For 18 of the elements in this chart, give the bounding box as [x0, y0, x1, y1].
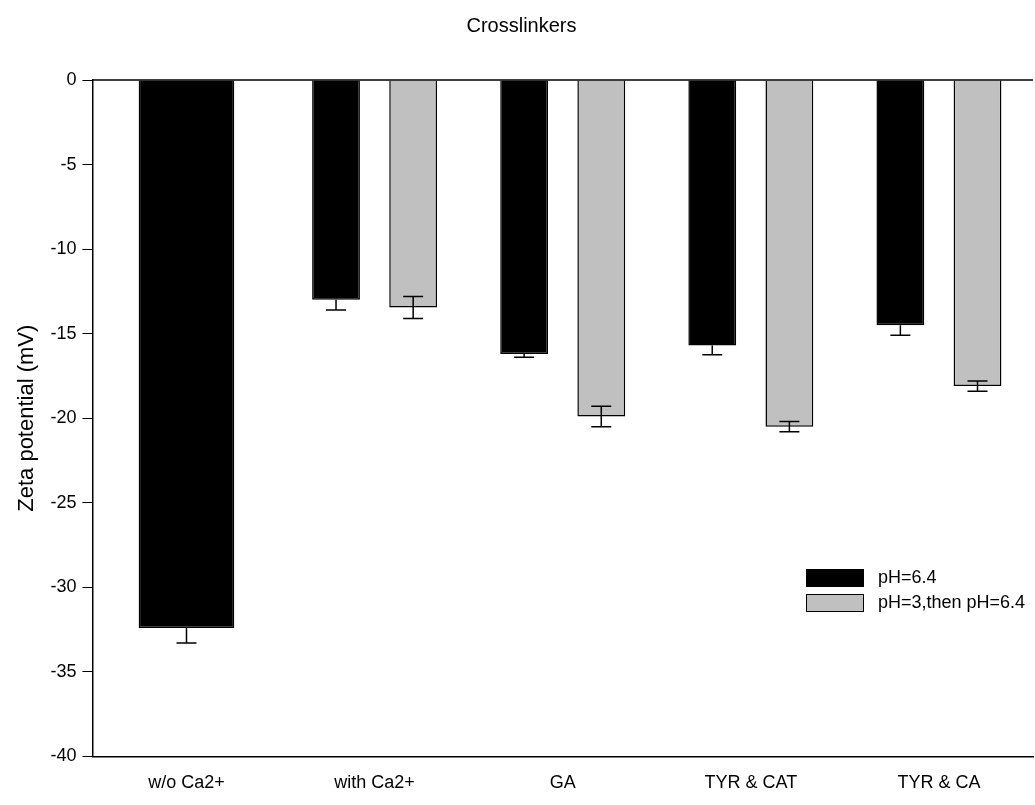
y-tick-label: -30 [50, 576, 77, 597]
y-tick-label: -5 [60, 153, 77, 174]
y-tick-label: -10 [50, 238, 77, 259]
legend-label: pH=6.4 [877, 567, 937, 588]
x-tick-label: TYR & CAT [704, 772, 798, 793]
y-axis-title: Zeta potential (mV) [13, 324, 39, 512]
chart-title: Crosslinkers [466, 13, 577, 36]
y-tick-label: -20 [50, 407, 77, 428]
y-tick-label: -40 [50, 745, 77, 766]
x-tick-label: GA [549, 772, 576, 793]
x-tick-label: TYR & CA [897, 772, 981, 793]
y-tick-label: 0 [66, 68, 77, 89]
y-tick-label: -15 [50, 322, 77, 343]
x-tick-label: with Ca2+ [333, 772, 415, 793]
x-tick-label: w/o Ca2+ [147, 772, 225, 793]
legend-label: pH=3,then pH=6.4 [877, 592, 1025, 613]
y-tick-label: -35 [50, 660, 77, 681]
y-tick-label: -25 [50, 491, 77, 512]
